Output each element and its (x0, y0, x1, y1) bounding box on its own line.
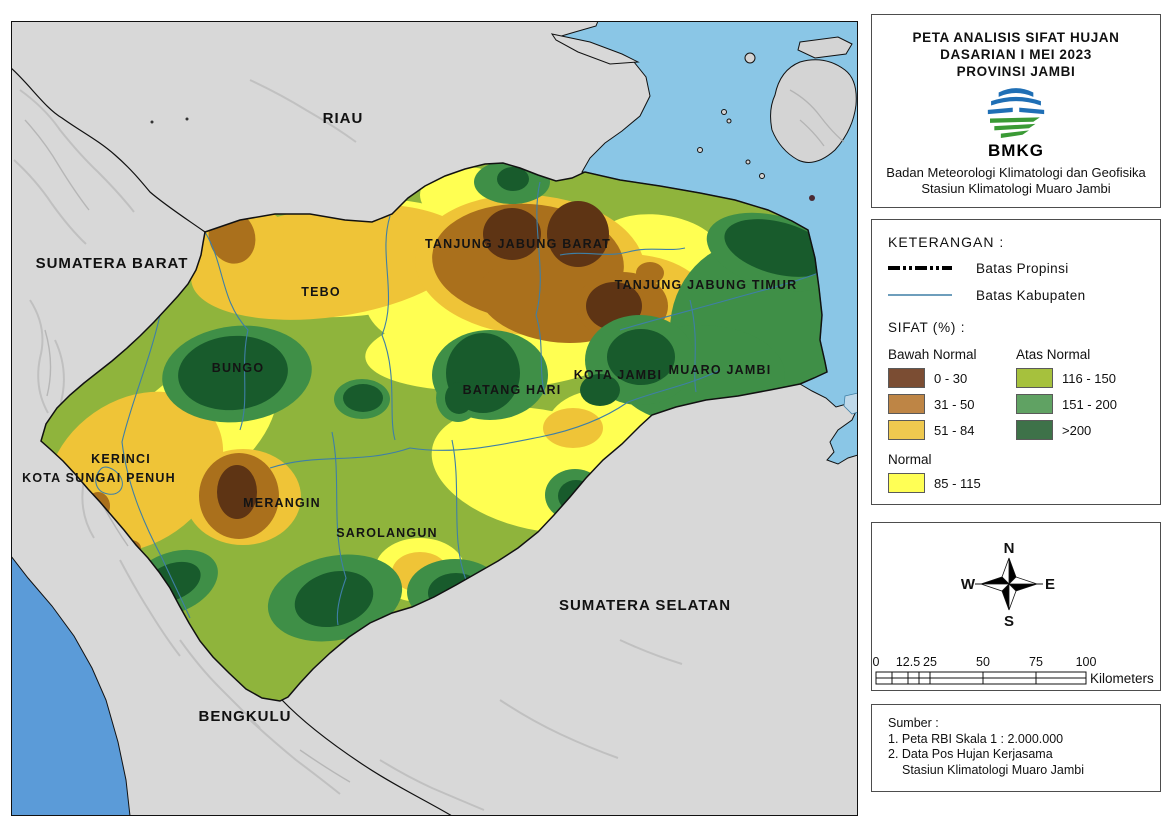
map-canvas: RIAU SUMATERA BARAT SUMATERA SELATAN BEN… (11, 21, 858, 816)
label-sumatera-selatan: SUMATERA SELATAN (559, 597, 731, 614)
station-name: Stasiun Klimatologi Muaro Jambi (921, 181, 1111, 196)
province-boundary-line-icon (888, 259, 952, 277)
swatch-85-115 (888, 473, 925, 493)
scale-tick-12-5: 12.5 (896, 655, 920, 669)
org-name: Badan Meteorologi Klimatologi dan Geofis… (886, 165, 1146, 180)
legend-panel: KETERANGAN : Batas Propinsi Batas Kabupa… (871, 219, 1161, 505)
label-merangin: MERANGIN (243, 496, 321, 510)
label-tebo: TEBO (301, 285, 341, 299)
batas-kabupaten-label: Batas Kabupaten (976, 287, 1086, 303)
compass-scale-panel: N E S W 0 12.5 25 50 75 100 (871, 522, 1161, 691)
range-116-150: 116 - 150 (1062, 370, 1116, 386)
legend-row-batas-propinsi: Batas Propinsi (888, 259, 1146, 277)
compass-west-label: W (961, 576, 976, 593)
kabupaten-boundary-line-icon (888, 286, 952, 304)
swatch-151-200 (1016, 394, 1053, 414)
label-kota-sungai-penuh: KOTA SUNGAI PENUH (22, 471, 176, 485)
source-line-1: 1. Peta RBI Skala 1 : 2.000.000 (888, 731, 1064, 746)
label-batang-hari: BATANG HARI (463, 383, 562, 397)
range-gt-200: >200 (1062, 422, 1092, 438)
label-tanjung-jabung-timur: TANJUNG JABUNG TIMUR (615, 278, 798, 292)
normal-column: Normal 85 - 115 (888, 452, 1146, 493)
title-panel: PETA ANALISIS SIFAT HUJAN DASARIAN I MEI… (871, 14, 1161, 208)
range-51-84: 51 - 84 (934, 422, 975, 438)
map-title-line3: PROVINSI JAMBI (956, 64, 1076, 79)
source-panel: Sumber : 1. Peta RBI Skala 1 : 2.000.000… (871, 704, 1161, 792)
map-frame (11, 21, 858, 816)
kabupaten-boundaries (95, 181, 827, 626)
sifat-heading: SIFAT (%) : (888, 320, 966, 335)
bawah-normal-column: Bawah Normal 0 - 30 31 - 50 51 - 84 (888, 347, 1016, 446)
swatch-51-84 (888, 420, 925, 440)
province-boundaries (11, 67, 453, 816)
terrain-ridges-dark (24, 119, 351, 783)
legend-item: 85 - 115 (888, 473, 1146, 493)
scale-tick-75: 75 (1029, 655, 1043, 669)
scale-tick-100: 100 (1076, 655, 1097, 669)
compass-east-label: E (1045, 576, 1055, 593)
legend-item: >200 (1016, 420, 1144, 440)
map-labels: RIAU SUMATERA BARAT SUMATERA SELATAN BEN… (22, 110, 798, 725)
swatch-116-150 (1016, 368, 1053, 388)
islands (697, 36, 857, 179)
sea-southwest (11, 555, 131, 816)
source-line-3: Stasiun Klimatologi Muaro Jambi (902, 762, 1085, 777)
label-tanjung-jabung-barat: TANJUNG JABUNG BARAT (425, 237, 611, 251)
map-specks (150, 117, 189, 124)
scale-unit-label: Kilometers (1090, 671, 1154, 686)
bmkg-logo-icon (976, 86, 1056, 143)
legend-item: 116 - 150 (1016, 368, 1144, 388)
riau-cape (550, 33, 640, 65)
swatch-0-30 (888, 368, 925, 388)
label-sarolangun: SAROLANGUN (336, 526, 438, 540)
label-bengkulu: BENGKULU (199, 708, 292, 725)
legend-item: 151 - 200 (1016, 394, 1144, 414)
legend-item: 0 - 30 (888, 368, 1016, 388)
scale-tick-50: 50 (976, 655, 990, 669)
terrain-hillshade (13, 79, 839, 811)
compass-north-label: N (1004, 540, 1015, 557)
compass-rose-icon: N E S W (961, 540, 1055, 630)
range-151-200: 151 - 200 (1062, 396, 1117, 412)
label-kerinci: KERINCI (91, 452, 151, 466)
bawah-normal-heading: Bawah Normal (888, 347, 977, 362)
label-kota-jambi: KOTA JAMBI (574, 368, 662, 382)
map-title-line2: DASARIAN I MEI 2023 (940, 47, 1092, 62)
scale-tick-0: 0 (873, 655, 880, 669)
swatch-gt-200 (1016, 420, 1053, 440)
source-heading: Sumber : (888, 716, 939, 730)
range-85-115: 85 - 115 (934, 475, 981, 491)
compass-south-label: S (1004, 613, 1014, 630)
normal-heading: Normal (888, 452, 932, 467)
map-title-line1: PETA ANALISIS SIFAT HUJAN (912, 30, 1120, 45)
label-muaro-jambi: MUARO JAMBI (669, 363, 772, 377)
label-sumatera-barat: SUMATERA BARAT (36, 255, 189, 272)
legend-row-batas-kabupaten: Batas Kabupaten (888, 286, 1146, 304)
jambi-province-outline (40, 162, 828, 702)
legend-item: 51 - 84 (888, 420, 1016, 440)
swatch-31-50 (888, 394, 925, 414)
island-dark-dot (809, 195, 815, 201)
island-hillshade (789, 89, 845, 147)
legend-item: 31 - 50 (888, 394, 1016, 414)
map-area: RIAU SUMATERA BARAT SUMATERA SELATAN BEN… (11, 21, 858, 816)
atas-normal-heading: Atas Normal (1016, 347, 1091, 362)
label-riau: RIAU (323, 110, 364, 127)
source-line-2: 2. Data Pos Hujan Kerjasama (888, 747, 1053, 761)
batas-propinsi-label: Batas Propinsi (976, 260, 1069, 276)
scale-tick-25: 25 (923, 655, 937, 669)
sea-shallow-inlet (843, 392, 858, 415)
bmkg-logo-text: BMKG (988, 141, 1044, 160)
atas-normal-column: Atas Normal 116 - 150 151 - 200 >200 (1016, 347, 1144, 446)
range-31-50: 31 - 50 (934, 396, 975, 412)
range-0-30: 0 - 30 (934, 370, 968, 386)
label-bungo: BUNGO (212, 361, 265, 375)
scale-bar: 0 12.5 25 50 75 100 Kilometers (873, 655, 1154, 686)
legend-heading: KETERANGAN : (888, 234, 1005, 250)
